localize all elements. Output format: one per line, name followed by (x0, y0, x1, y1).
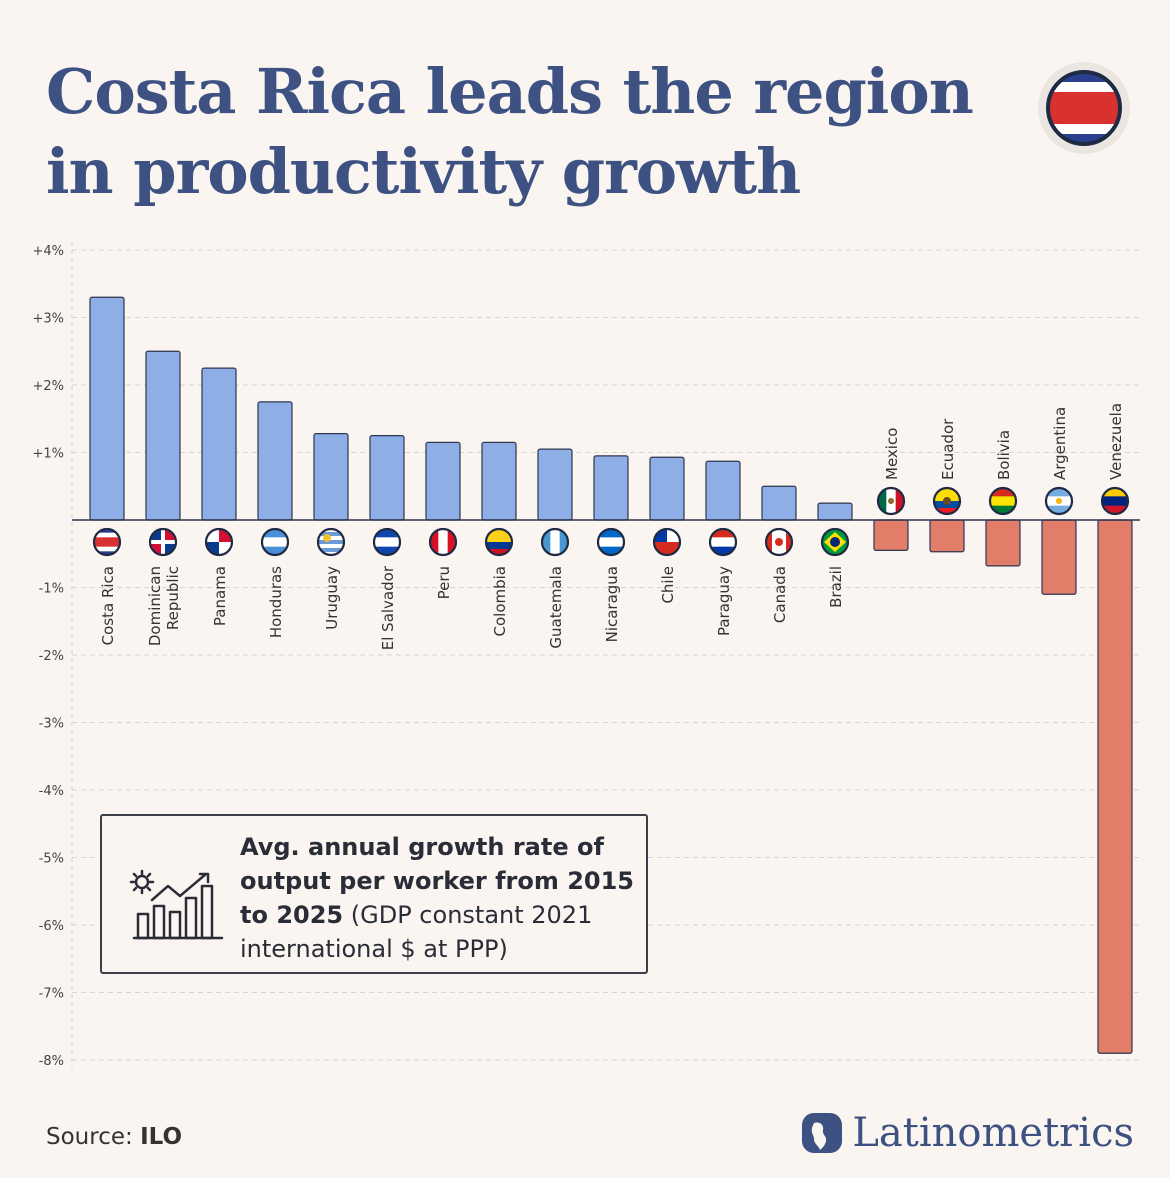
chile-flag-icon (652, 527, 682, 557)
bar-peru (425, 441, 461, 521)
bar-nicaragua (593, 455, 629, 521)
argentina-flag-icon (1044, 486, 1074, 516)
el-salvador-flag-icon (372, 527, 402, 557)
y-tick-label: -3% (39, 717, 64, 732)
country-label: Chile (659, 566, 677, 604)
country-label: Dominican (146, 566, 164, 646)
y-tick-label: -1% (39, 582, 64, 597)
growth-chart-icon (129, 869, 224, 940)
legend-bold-text: Avg. annual growth rate of output per wo… (240, 833, 634, 929)
country-label: Nicaragua (603, 566, 621, 642)
bar-chart: +4% +3% +2% +1% -1% -2% -3% -4% -5% -6% -7% -8% Cost… (32, 242, 1140, 1069)
bar-uruguay (313, 433, 349, 521)
country-label: Mexico (883, 428, 901, 480)
y-tick-label: -8% (39, 1054, 64, 1069)
bar-chile (649, 456, 685, 521)
bar-el-salvador (369, 435, 405, 521)
country-label: Brazil (827, 566, 845, 608)
country-label: Bolivia (995, 430, 1013, 480)
y-tick-label: +3% (32, 312, 64, 327)
y-tick-label: -4% (39, 784, 64, 799)
source-label: Source: (46, 1124, 133, 1150)
bolivia-flag-icon (988, 486, 1018, 516)
ecuador-flag-icon (932, 486, 962, 516)
y-tick-label: -2% (39, 649, 64, 664)
country-label: Colombia (491, 566, 509, 637)
bar-mexico (873, 519, 909, 551)
brand-name: Latinometrics (852, 1110, 1134, 1156)
nicaragua-flag-icon (596, 527, 626, 557)
uruguay-flag-icon (316, 527, 346, 557)
y-tick-label: +1% (32, 447, 64, 462)
country-label: Costa Rica (99, 566, 117, 645)
bar-dominican-republic (145, 350, 181, 521)
legend-text: Avg. annual growth rate of output per wo… (240, 830, 640, 966)
bar-argentina (1041, 519, 1077, 595)
country-label: Paraguay (715, 566, 733, 636)
bar-bolivia (985, 519, 1021, 567)
legend-normal-text: (GDP constant 2021 international $ at PP… (240, 901, 593, 963)
brazil-flag-icon (820, 527, 850, 557)
y-tick-label: +2% (32, 379, 64, 394)
honduras-flag-icon (260, 527, 290, 557)
bar-honduras (257, 401, 293, 521)
guatemala-flag-icon (540, 527, 570, 557)
legend-box: Avg. annual growth rate of output per wo… (100, 814, 648, 974)
y-tick-label: +4% (32, 244, 64, 259)
bar-panama (201, 367, 237, 521)
brand-logo: Latinometrics (800, 1110, 1134, 1156)
country-label: Uruguay (323, 566, 341, 630)
country-label: Canada (771, 566, 789, 623)
country-label: Republic (164, 566, 182, 630)
colombia-flag-icon (484, 527, 514, 557)
bar-guatemala (537, 448, 573, 521)
bar-colombia (481, 441, 517, 521)
country-label: Panama (211, 566, 229, 626)
y-tick-label: -7% (39, 987, 64, 1002)
mexico-flag-icon (876, 486, 906, 516)
bar-costa-rica (89, 296, 125, 521)
country-label: Venezuela (1107, 403, 1125, 480)
y-tick-label: -6% (39, 919, 64, 934)
bar-paraguay (705, 460, 741, 521)
y-tick-label: -5% (39, 852, 64, 867)
source-note: Source: ILO (46, 1124, 182, 1150)
country-label: Honduras (267, 566, 285, 638)
chart-title: Costa Rica leads the region in productiv… (46, 55, 974, 208)
venezuela-flag-icon (1100, 486, 1130, 516)
dominican-republic-flag-icon (148, 527, 178, 557)
peru-flag-icon (428, 527, 458, 557)
canada-flag-icon (764, 527, 794, 557)
country-label: Peru (435, 566, 453, 599)
country-label: Ecuador (939, 418, 957, 480)
country-label: Guatemala (547, 566, 565, 649)
costa-rica-flag-icon (1038, 62, 1130, 154)
bar-canada (761, 485, 797, 521)
bar-brazil (817, 502, 853, 521)
globe-icon (802, 1113, 843, 1153)
panama-flag-icon (204, 527, 234, 557)
costa-rica-flag-icon (92, 527, 122, 557)
source-value: ILO (140, 1124, 183, 1150)
country-label: El Salvador (379, 565, 397, 650)
bar-ecuador (929, 519, 965, 553)
paraguay-flag-icon (708, 527, 738, 557)
bar-venezuela (1097, 519, 1133, 1054)
country-label: Argentina (1051, 407, 1069, 480)
